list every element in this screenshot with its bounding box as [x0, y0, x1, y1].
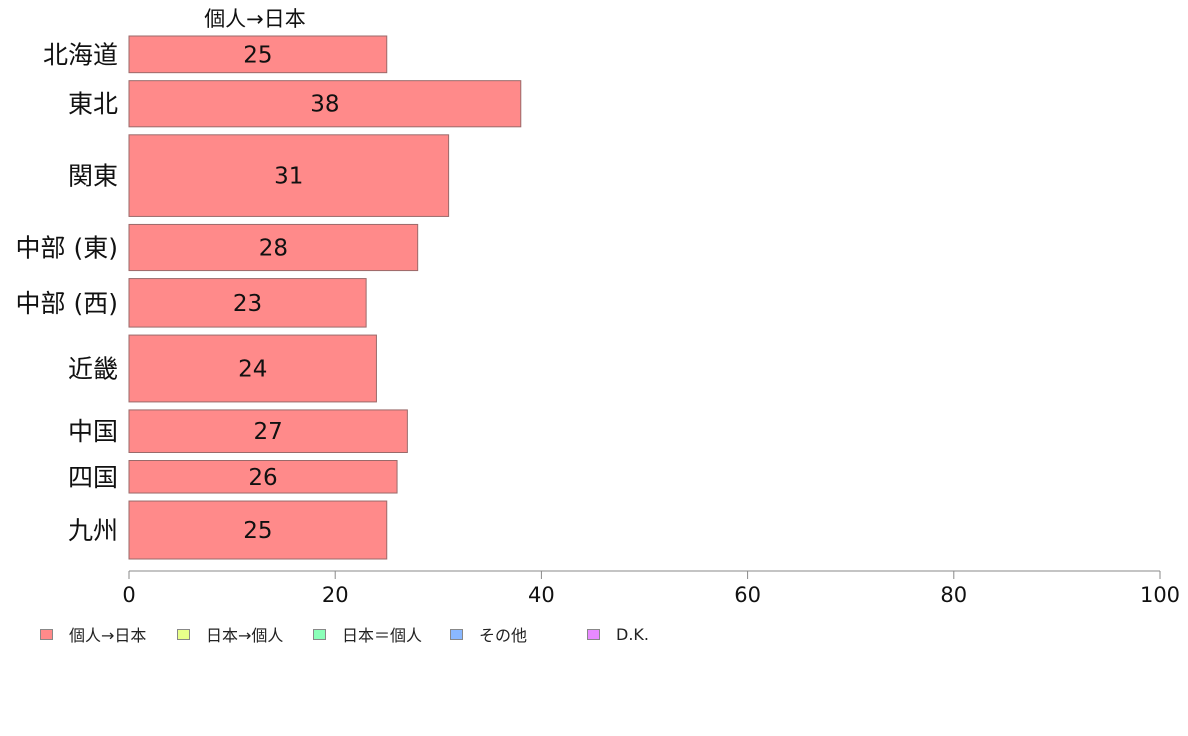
data-label: 27 [254, 419, 283, 445]
data-label: 38 [310, 92, 339, 118]
bar [128, 460, 398, 494]
legend-label: D.K. [616, 624, 649, 644]
legend-item-nihon-equal-kojin: 日本＝個人 [313, 620, 422, 648]
data-label: 23 [233, 291, 262, 317]
bar [128, 223, 419, 272]
legend-swatch [40, 628, 53, 640]
category-label: 中国 [68, 417, 118, 446]
x-tick-label: 60 [734, 583, 761, 607]
legend-item-kojin-nihon: 個人→日本 [40, 620, 146, 648]
category-label: 中部 (東) [16, 234, 118, 263]
bar [128, 35, 388, 74]
category-label: 四国 [68, 463, 118, 492]
bar [128, 278, 367, 328]
bars-layer: 25 北海道 38 東北 31 関東 28 中部 (東) 23 中部 (西) 24 近畿 27 中国 26 四… [16, 35, 522, 560]
x-tick-label: 0 [122, 583, 135, 607]
data-label: 31 [274, 164, 303, 190]
legend-item-sonota: その他 [450, 620, 527, 648]
bar [128, 500, 388, 560]
data-label: 25 [243, 518, 272, 544]
category-label: 近畿 [68, 354, 118, 383]
data-label: 28 [259, 236, 288, 262]
x-axis: 0 20 40 60 80 100 [122, 570, 1180, 607]
x-tick-label: 100 [1140, 583, 1180, 607]
data-label: 24 [238, 356, 267, 382]
legend-swatch [177, 628, 190, 640]
legend-swatch [587, 628, 600, 640]
legend-swatch [313, 628, 326, 640]
x-tick-label: 80 [940, 583, 967, 607]
category-label: 九州 [68, 516, 118, 545]
bar [128, 409, 408, 454]
data-label: 26 [248, 465, 277, 491]
category-label: 関東 [68, 162, 118, 191]
category-label: 中部 (西) [16, 289, 118, 318]
legend-label: その他 [479, 626, 528, 645]
bar [128, 134, 450, 217]
legend-label: 日本＝個人 [342, 626, 423, 645]
bar [128, 80, 522, 128]
legend-swatch [450, 628, 463, 640]
x-tick-label: 20 [322, 583, 349, 607]
legend: 個人→日本 日本→個人 日本＝個人 その他 D.K. [0, 620, 1188, 648]
legend-label: 日本→個人 [206, 626, 284, 645]
legend-item-dk: D.K. [587, 620, 649, 648]
category-label: 東北 [68, 90, 118, 119]
bar [128, 334, 377, 403]
data-label: 25 [243, 42, 272, 68]
legend-label: 個人→日本 [69, 626, 147, 645]
legend-item-nihon-kojin: 日本→個人 [177, 620, 283, 648]
chart-title: 個人→日本 [204, 7, 306, 31]
category-label: 北海道 [43, 40, 118, 69]
x-tick-label: 40 [528, 583, 555, 607]
